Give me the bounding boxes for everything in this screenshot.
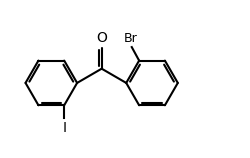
Text: O: O xyxy=(96,31,107,45)
Text: Br: Br xyxy=(124,32,138,45)
Text: I: I xyxy=(62,121,66,135)
